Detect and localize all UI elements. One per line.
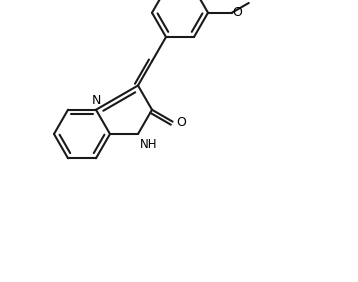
Text: N: N	[91, 94, 101, 107]
Text: NH: NH	[140, 138, 158, 151]
Text: O: O	[232, 6, 242, 19]
Text: O: O	[176, 116, 187, 129]
